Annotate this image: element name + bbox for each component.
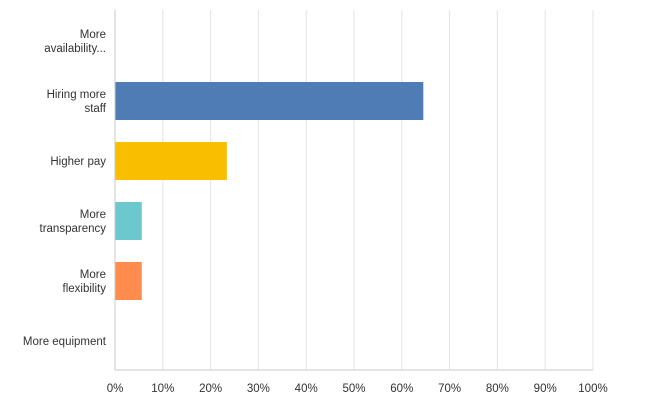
bar xyxy=(115,142,227,180)
x-tick-label: 0% xyxy=(107,383,124,395)
x-tick-label: 30% xyxy=(247,383,270,395)
bars xyxy=(115,82,424,300)
category-label: flexibility xyxy=(63,283,107,295)
category-label: transparency xyxy=(40,223,107,235)
x-tick-label: 40% xyxy=(295,383,318,395)
x-tick-label: 80% xyxy=(486,383,509,395)
bar xyxy=(115,262,142,300)
category-label: More xyxy=(80,209,106,221)
category-label: More equipment xyxy=(23,336,107,348)
category-label: Hiring more xyxy=(47,89,106,101)
bar xyxy=(115,202,142,240)
axis-lines xyxy=(114,10,593,371)
x-tick-label: 100% xyxy=(578,383,607,395)
bar xyxy=(115,82,424,120)
category-label: staff xyxy=(84,103,106,115)
x-tick-labels: 0% 10% 20% 30% 40% 50% 60% 70% 80% 90% 100% xyxy=(107,383,608,395)
category-label: More xyxy=(80,29,106,41)
category-label: availability... xyxy=(44,43,106,55)
gridlines xyxy=(162,10,594,370)
x-tick-label: 90% xyxy=(534,383,557,395)
category-labels: More availability... Hiring more staff Highe… xyxy=(23,29,107,348)
category-label: Higher pay xyxy=(50,156,106,168)
category-label: More xyxy=(80,269,106,281)
x-tick-label: 10% xyxy=(151,383,174,395)
x-tick-label: 60% xyxy=(390,383,413,395)
x-tick-label: 20% xyxy=(199,383,222,395)
x-tick-label: 50% xyxy=(342,383,365,395)
x-tick-label: 70% xyxy=(438,383,461,395)
